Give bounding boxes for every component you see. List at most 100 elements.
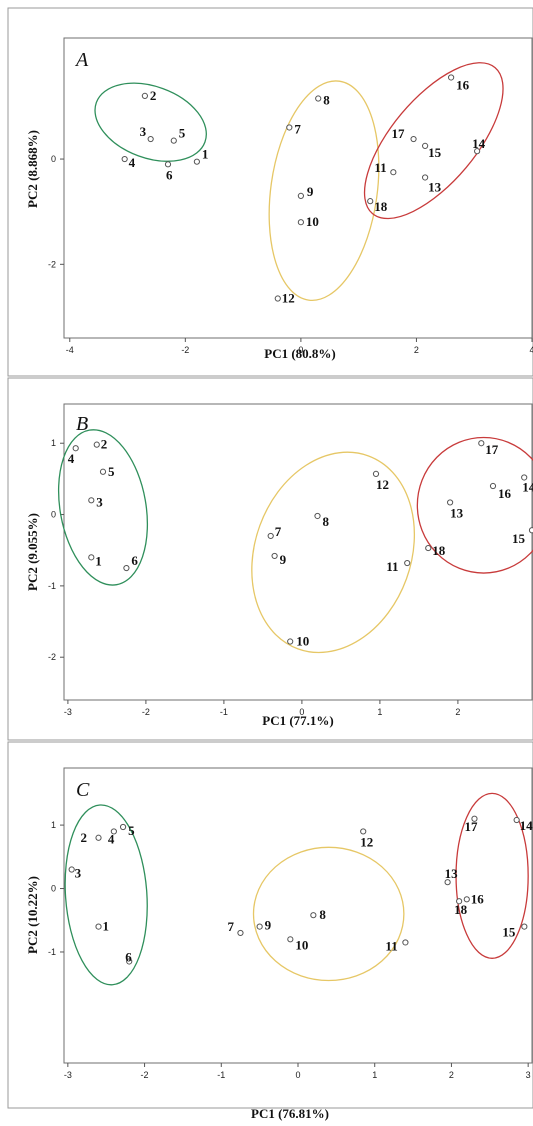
point-14 <box>474 148 481 155</box>
point-12 <box>372 470 380 477</box>
point-label-1: 1 <box>103 919 110 934</box>
point-7 <box>267 532 274 540</box>
point-9 <box>256 923 263 930</box>
y-tick-label: 0 <box>51 154 56 164</box>
y-tick-label: -2 <box>48 259 56 269</box>
point-label-10: 10 <box>296 634 309 649</box>
plot-area <box>63 403 533 701</box>
x-tick-label: -1 <box>220 707 228 717</box>
point-10 <box>287 638 294 645</box>
panel-letter: B <box>76 413 88 435</box>
point-label-2: 2 <box>81 830 88 845</box>
point-13 <box>447 499 454 506</box>
point-8 <box>310 912 317 919</box>
point-7 <box>237 929 244 937</box>
y-tick-label: 1 <box>51 820 56 830</box>
point-label-7: 7 <box>294 121 301 136</box>
point-label-7: 7 <box>275 524 282 539</box>
point-label-6: 6 <box>125 949 132 964</box>
point-14 <box>513 816 520 824</box>
point-5 <box>170 137 177 144</box>
point-label-18: 18 <box>432 543 446 558</box>
group-ellipse-red <box>455 792 529 959</box>
point-label-12: 12 <box>376 477 389 492</box>
group-ellipse-red <box>416 436 533 574</box>
point-label-4: 4 <box>68 451 75 466</box>
point-label-14: 14 <box>520 818 533 833</box>
x-tick-label: 4 <box>529 345 533 355</box>
point-18 <box>367 198 374 205</box>
point-label-5: 5 <box>128 823 135 838</box>
point-label-10: 10 <box>306 214 319 229</box>
y-tick-label: 0 <box>51 884 56 894</box>
point-11 <box>404 559 411 567</box>
point-label-3: 3 <box>96 494 103 509</box>
point-16 <box>463 896 470 903</box>
figure-bottom-xlabel: PC1 (76.81%) <box>251 1106 329 1121</box>
y-tick-label: -1 <box>48 947 56 957</box>
point-9 <box>297 192 304 199</box>
point-15 <box>528 527 533 534</box>
point-16 <box>489 482 497 490</box>
x-tick-label: 0 <box>298 345 303 355</box>
point-label-8: 8 <box>323 514 330 529</box>
group-ellipse-green <box>57 429 149 586</box>
point-10 <box>297 219 304 226</box>
point-4 <box>110 828 117 835</box>
point-5 <box>119 823 127 831</box>
group-ellipse-red <box>363 62 504 220</box>
point-15 <box>521 923 528 930</box>
point-label-16: 16 <box>456 77 470 92</box>
point-17 <box>410 135 417 143</box>
y-axis-label: PC2 (9.055%) <box>25 513 40 591</box>
y-tick-label: 1 <box>51 438 56 448</box>
point-label-13: 13 <box>428 179 442 194</box>
point-label-15: 15 <box>502 925 516 940</box>
point-2 <box>141 92 148 99</box>
point-label-15: 15 <box>512 531 526 546</box>
point-3 <box>88 497 95 504</box>
y-axis-label: PC2 (8.868%) <box>25 130 40 208</box>
x-tick-label: 2 <box>455 707 460 717</box>
point-label-9: 9 <box>280 552 287 567</box>
point-label-10: 10 <box>295 937 308 952</box>
point-16 <box>448 74 455 81</box>
point-label-17: 17 <box>485 442 499 457</box>
point-12 <box>274 295 281 302</box>
point-label-17: 17 <box>392 126 406 141</box>
point-18 <box>425 544 432 552</box>
point-label-9: 9 <box>265 918 272 933</box>
point-label-1: 1 <box>202 147 209 162</box>
point-label-6: 6 <box>131 553 138 568</box>
point-label-16: 16 <box>471 891 485 906</box>
x-tick-label: -1 <box>217 1070 225 1080</box>
point-label-11: 11 <box>385 938 397 953</box>
point-13 <box>422 174 429 181</box>
point-1 <box>95 923 102 930</box>
panel-b: -3-2-10123-2-101123456789101112131415161… <box>7 377 533 741</box>
point-label-8: 8 <box>319 907 326 922</box>
point-label-8: 8 <box>323 93 330 108</box>
point-label-11: 11 <box>386 559 398 574</box>
panel-letter: A <box>74 49 89 71</box>
point-label-3: 3 <box>75 866 82 881</box>
x-axis-label: PC1 (80.8%) <box>264 346 336 361</box>
point-17 <box>471 815 478 822</box>
point-6 <box>126 958 133 965</box>
point-9 <box>271 552 278 560</box>
point-label-9: 9 <box>307 184 314 199</box>
point-label-13: 13 <box>445 866 459 881</box>
point-1 <box>193 158 200 165</box>
point-4 <box>121 155 128 163</box>
group-ellipse-green <box>94 82 207 162</box>
point-8 <box>314 512 321 520</box>
point-1 <box>88 554 95 561</box>
point-label-2: 2 <box>101 437 108 452</box>
x-tick-label: -2 <box>142 707 150 717</box>
point-17 <box>478 440 485 447</box>
point-label-6: 6 <box>166 167 173 182</box>
x-tick-label: -3 <box>64 1070 72 1080</box>
point-6 <box>123 564 130 572</box>
x-tick-label: 2 <box>414 345 419 355</box>
